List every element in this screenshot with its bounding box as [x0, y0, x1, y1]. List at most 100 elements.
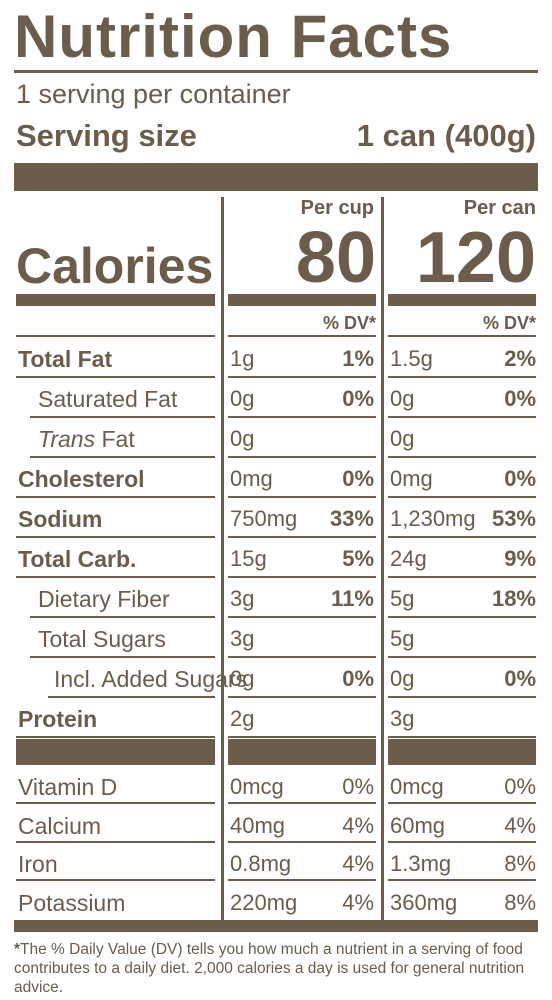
row-rule-cup [228, 879, 376, 881]
vitamin-row: Calcium 40mg 4% 60mg 4% [0, 805, 552, 843]
nutrient-row: Total Sugars 3g 5g [0, 618, 552, 658]
per-cup-amount: 750mg [230, 506, 298, 531]
row-rule-left [16, 840, 215, 843]
row-rule-cup [228, 656, 376, 658]
per-can-dv: 2% [504, 346, 536, 371]
dv-rule-cup [228, 335, 376, 337]
vitamin-row: Iron 0.8mg 4% 1.3mg 8% [0, 843, 552, 881]
row-rule-left [16, 496, 215, 498]
per-cup-amount: 1g [230, 346, 255, 371]
per-can-amount: 5g [390, 586, 415, 611]
per-can-amount: 0mcg [390, 774, 444, 799]
nutrient-row: Saturated Fat 0g 0% 0g 0% [0, 378, 552, 418]
row-rule-left [16, 736, 215, 738]
nutrient-name: Sodium [18, 506, 103, 532]
per-can-heading: Per can [463, 197, 536, 219]
per-cup-dv: 0% [342, 386, 374, 411]
per-cup-amount: 40mg [230, 812, 286, 838]
nutrient-name: Saturated Fat [38, 386, 178, 412]
row-rule-can [388, 456, 536, 458]
calories-bar-left [16, 294, 215, 306]
vitamin-bar-can [388, 739, 536, 765]
nutrient-row: Sodium 750mg 33% 1,230mg 53% [0, 498, 552, 538]
row-rule-can [388, 736, 536, 738]
serving-thick-bar [14, 163, 538, 191]
per-can-dv: 18% [491, 586, 536, 611]
row-rule-can [388, 616, 536, 618]
footer-bar [14, 920, 538, 932]
calories-per-cup: 80 [295, 218, 376, 298]
row-rule-can [388, 696, 536, 698]
per-can-dv: 8% [504, 851, 536, 876]
row-rule-cup [228, 840, 376, 843]
row-rule-left [16, 879, 215, 881]
row-rule-left [16, 376, 215, 378]
row-rule-cup [228, 416, 376, 418]
footnote: *The % Daily Value (DV) tells you how mu… [14, 940, 544, 997]
row-rule-cup [228, 696, 376, 698]
row-rule-left [16, 576, 215, 578]
row-rule-left [30, 456, 215, 458]
calories-bar-can [388, 294, 536, 306]
serving-size-label: Serving size [16, 118, 197, 153]
vitamin-name: Calcium [18, 812, 102, 839]
nutrient-row: Incl. Added Sugars 0g 0% 0g 0% [0, 658, 552, 698]
per-cup-dv: 0% [342, 774, 374, 799]
vitamin-row: Potassium 220mg 4% 360mg 8% [0, 882, 552, 920]
per-can-dv: 8% [504, 889, 536, 915]
row-rule-left [16, 536, 215, 538]
nutrient-row: Trans Fat 0g 0g [0, 418, 552, 458]
row-rule-can [388, 496, 536, 498]
vitamin-name: Iron [18, 851, 58, 877]
per-cup-amount: 0mcg [230, 774, 284, 799]
per-cup-amount: 220mg [230, 889, 298, 915]
title-rule [14, 70, 538, 73]
label-title: Nutrition Facts [14, 6, 453, 68]
dv-rule-left [16, 335, 215, 337]
footnote-star: * [14, 941, 21, 958]
per-can-amount: 5g [390, 626, 415, 651]
row-rule-can [388, 802, 536, 804]
per-cup-dv: 0% [342, 666, 374, 691]
vitamin-bar-left [16, 739, 215, 765]
row-rule-can [388, 840, 536, 843]
row-rule-can [388, 376, 536, 378]
per-cup-dv: 5% [342, 546, 374, 571]
nutrient-name-rest: Fat [95, 426, 135, 452]
per-can-dv: 0% [504, 666, 536, 691]
per-can-amount: 0g [390, 386, 415, 411]
per-can-amount: 1,230mg [390, 506, 476, 531]
row-rule-left [48, 696, 215, 698]
nutrient-name: Dietary Fiber [38, 586, 170, 612]
per-cup-dv: 4% [342, 851, 374, 876]
per-cup-amount: 2g [230, 706, 255, 731]
nutrient-name: Protein [18, 706, 98, 732]
per-can-amount: 0g [390, 666, 415, 691]
per-can-amount: 60mg [390, 812, 446, 838]
vitamin-bar-cup [228, 739, 376, 765]
per-cup-amount: 0mg [230, 466, 273, 491]
row-rule-left [30, 656, 215, 658]
row-rule-cup [228, 736, 376, 738]
nutrient-name: Incl. Added Sugars [54, 666, 248, 692]
per-can-amount: 0mg [390, 466, 433, 491]
nutrient-row: Total Carb. 15g 5% 24g 9% [0, 538, 552, 578]
per-cup-dv: 4% [342, 889, 374, 915]
calories-label: Calories [16, 238, 214, 294]
row-rule-cup [228, 376, 376, 378]
footnote-text: The % Daily Value (DV) tells you how muc… [14, 941, 525, 996]
row-rule-can [388, 536, 536, 538]
per-can-amount: 1.5g [390, 346, 433, 371]
row-rule-left [30, 616, 215, 618]
per-can-amount: 1.3mg [390, 851, 452, 876]
per-can-dv: 0% [504, 774, 536, 799]
per-can-amount: 0g [390, 426, 415, 451]
calories-bar-cup [228, 294, 376, 306]
row-rule-can [388, 656, 536, 658]
row-rule-left [30, 416, 215, 418]
per-cup-amount: 0g [230, 426, 255, 451]
nutrient-row: Cholesterol 0mg 0% 0mg 0% [0, 458, 552, 498]
servings-per-container: 1 serving per container [16, 79, 291, 109]
nutrient-name: Total Carb. [18, 546, 137, 572]
nutrient-name: Total Fat [18, 346, 113, 372]
